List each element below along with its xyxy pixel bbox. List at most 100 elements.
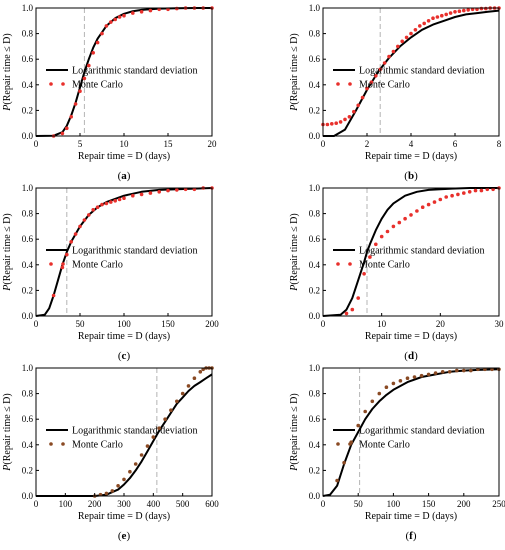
series-point-monte-carlo (163, 417, 167, 422)
series-line-lognormal (36, 373, 213, 497)
legend-label-monte-carlo: Monte Carlo (72, 80, 123, 91)
series-point-monte-carlo (385, 229, 390, 234)
x-tick-label: 400 (147, 499, 161, 509)
series-point-monte-carlo (157, 426, 161, 431)
series-point-monte-carlo (363, 409, 368, 414)
series-point-monte-carlo (60, 131, 65, 136)
series-point-monte-carlo (379, 234, 384, 239)
series-point-monte-carlo (175, 188, 179, 192)
series-point-monte-carlo (122, 13, 126, 18)
x-tick-label: 4 (409, 139, 414, 149)
subplot-5: 0 50 100 150 200 250 0.0 0.2 0.4 0.6 0.8 1.0 Repair … (289, 363, 505, 542)
legend-dot-swatch (336, 262, 340, 266)
series-point-monte-carlo (426, 372, 431, 377)
legend-dot-swatch (61, 442, 65, 446)
series-point-monte-carlo (444, 195, 449, 199)
panel-label-letter: e (122, 530, 127, 542)
x-axis-label: Repair time = D (days) (78, 331, 170, 342)
series-point-monte-carlo (73, 102, 78, 106)
y-axis-label-italic: P (289, 465, 300, 472)
y-tick-label: 0.8 (22, 209, 34, 219)
x-tick-label: 30 (495, 319, 505, 329)
series-point-monte-carlo (82, 218, 87, 222)
series-point-monte-carlo (350, 307, 355, 312)
y-tick-label: 0.8 (309, 29, 321, 39)
series-point-monte-carlo (374, 242, 378, 247)
subplot-1: 0 2 4 6 8 0.0 0.2 0.4 0.6 0.8 1.0 Repair time = D (… (289, 3, 502, 182)
legend-dot-swatch (348, 82, 352, 86)
series-point-monte-carlo (360, 95, 365, 100)
series-point-monte-carlo (479, 188, 484, 193)
x-tick-label: 0 (321, 319, 326, 329)
y-tick-label: 0.0 (22, 311, 34, 321)
panel-label-letter: f (409, 530, 413, 542)
series-point-monte-carlo (444, 12, 449, 17)
series-point-monte-carlo (391, 224, 396, 229)
series-point-monte-carlo (378, 67, 383, 72)
series-point-monte-carlo (192, 376, 197, 381)
legend-label-lognormal: Logarithmic standard deviation (359, 66, 485, 77)
series-point-monte-carlo (198, 370, 203, 374)
series-line-lognormal (322, 368, 500, 497)
y-tick-label: 0.4 (22, 440, 34, 450)
series-point-monte-carlo (169, 408, 173, 413)
legend-dot-swatch (336, 82, 340, 86)
y-tick-label: 0.2 (22, 105, 33, 115)
plot-frame (322, 187, 500, 317)
y-tick-label: 0.4 (309, 80, 321, 90)
series-point-monte-carlo (412, 375, 417, 379)
y-axis-label-italic: P (289, 285, 300, 292)
series-point-monte-carlo (122, 477, 126, 482)
series-point-monte-carlo (100, 202, 104, 207)
x-tick-label: 50 (76, 319, 86, 329)
series-point-monte-carlo (344, 311, 349, 316)
legend-label-lognormal: Logarithmic standard deviation (359, 246, 485, 257)
series-point-monte-carlo (117, 197, 122, 202)
x-tick-label: 600 (205, 499, 219, 509)
series-point-monte-carlo (325, 122, 330, 127)
series-point-monte-carlo (65, 126, 69, 131)
series-point-monte-carlo (409, 213, 413, 217)
y-tick-label: 0.2 (309, 465, 320, 475)
series-point-monte-carlo (352, 109, 356, 114)
series-line-lognormal (323, 9, 500, 137)
series-point-monte-carlo (453, 10, 457, 14)
series-point-monte-carlo (387, 54, 391, 59)
y-tick-label: 0.8 (22, 29, 34, 39)
series-point-monte-carlo (384, 385, 389, 390)
panel-label-paren: ) (127, 170, 131, 182)
x-tick-label: 0 (321, 499, 326, 509)
series-point-monte-carlo (175, 6, 179, 11)
series-point-monte-carlo (455, 368, 459, 373)
y-tick-label: 0.2 (309, 285, 320, 295)
series-point-monte-carlo (100, 31, 104, 36)
panel-label: (c) (118, 350, 131, 362)
series-point-monte-carlo (69, 240, 73, 244)
x-tick-label: 200 (88, 499, 102, 509)
x-tick-label: 500 (176, 499, 190, 509)
series-point-monte-carlo (473, 188, 478, 193)
series-point-monte-carlo (175, 399, 179, 404)
series-point-monte-carlo (418, 24, 422, 28)
x-tick-label: 6 (453, 139, 458, 149)
series-point-monte-carlo (131, 11, 135, 15)
x-tick-label: 150 (161, 319, 175, 329)
y-axis-label-rest: (Repair time ≤ D) (289, 393, 300, 464)
series-point-monte-carlo (186, 384, 191, 388)
panel-label-letter: d (408, 350, 414, 362)
legend-dot-swatch (61, 262, 65, 266)
y-tick-label: 0.4 (22, 260, 34, 270)
subplot-2: 0 50 100 150 200 0.0 0.2 0.4 0.6 0.8 1.0 Repair tim… (2, 183, 219, 362)
series-point-monte-carlo (113, 199, 117, 203)
series-point-monte-carlo (356, 103, 361, 108)
panel-label-paren: ( (404, 350, 408, 362)
subplot-3: 0 10 20 30 0.0 0.2 0.4 0.6 0.8 1.0 Repair time = D… (289, 183, 504, 362)
x-tick-label: 50 (354, 499, 364, 509)
series-point-monte-carlo (405, 376, 410, 381)
x-tick-label: 20 (208, 139, 218, 149)
series-point-monte-carlo (104, 24, 109, 28)
y-axis-label-rest: (Repair time ≤ D) (2, 213, 13, 284)
x-axis-label: Repair time = D (days) (365, 511, 457, 522)
series-point-monte-carlo (78, 224, 82, 229)
y-tick-label: 0.6 (22, 234, 34, 244)
